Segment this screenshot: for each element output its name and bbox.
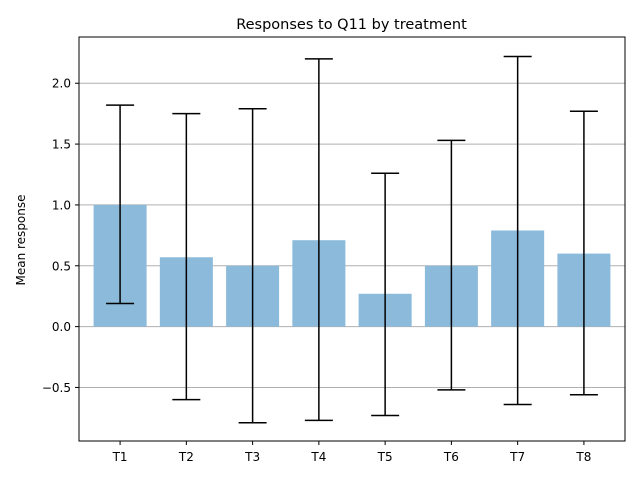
plot-frame bbox=[78, 36, 626, 442]
x-tick-label: T3 bbox=[244, 450, 260, 464]
error-bar-T8 bbox=[569, 110, 598, 396]
y-tick-label: 1.5 bbox=[52, 138, 71, 152]
y-tick-label: 1.0 bbox=[52, 198, 71, 212]
y-tick-label: 0.5 bbox=[52, 259, 71, 273]
y-axis-ticks: −0.5 0.0 0.5 1.0 1.5 2.0 bbox=[42, 77, 79, 395]
x-axis-ticks: T1 T2 T3 T4 T5 T6 T7 T8 bbox=[112, 441, 591, 464]
x-tick-label: T6 bbox=[443, 450, 459, 464]
error-bar-T4 bbox=[304, 58, 333, 422]
y-tick-label: −0.5 bbox=[42, 381, 71, 395]
error-bar-T5 bbox=[371, 172, 400, 417]
x-tick-label: T7 bbox=[509, 450, 525, 464]
chart-title: Responses to Q11 by treatment bbox=[236, 17, 467, 33]
error-bar-T1 bbox=[106, 104, 135, 305]
error-bars bbox=[106, 55, 598, 424]
x-tick-label: T2 bbox=[178, 450, 194, 464]
x-tick-label: T5 bbox=[377, 450, 393, 464]
error-bar-T6 bbox=[437, 139, 466, 391]
x-tick-label: T4 bbox=[310, 450, 326, 464]
y-tick-label: 2.0 bbox=[52, 77, 71, 91]
y-tick-label: 0.0 bbox=[52, 320, 71, 334]
error-bar-T7 bbox=[503, 55, 532, 406]
x-tick-label: T1 bbox=[112, 450, 128, 464]
error-bar-T2 bbox=[172, 112, 201, 401]
x-tick-label: T8 bbox=[575, 450, 591, 464]
error-bar-T3 bbox=[238, 108, 267, 424]
y-axis-label: Mean response bbox=[14, 194, 28, 285]
